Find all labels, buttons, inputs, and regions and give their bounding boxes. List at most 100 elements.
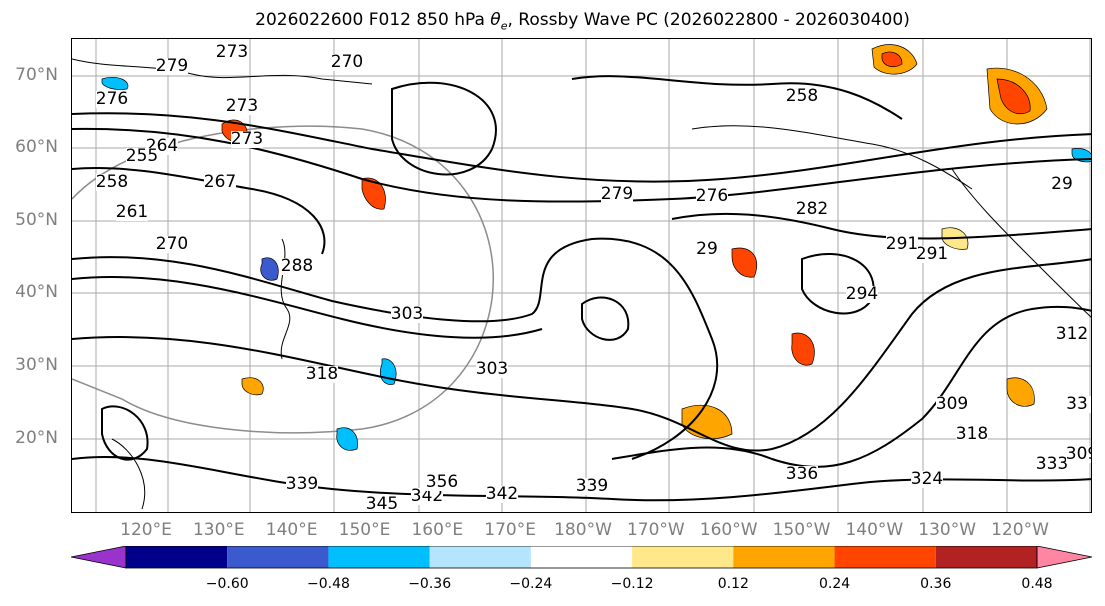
contour-label: 333 <box>1036 454 1068 474</box>
contour-label: 282 <box>796 199 828 219</box>
contour-label: 342 <box>486 484 518 504</box>
contour-label: 255 <box>126 146 158 166</box>
longitude-label: 140°W <box>845 520 904 540</box>
map-title: 2026022600 F012 850 hPa θe, Rossby Wave … <box>0 10 1105 32</box>
contour-label-bg <box>601 186 633 203</box>
shading-patches <box>101 44 1091 451</box>
contour-label: 279 <box>601 184 633 204</box>
contour-label-bg <box>96 174 128 191</box>
contour-label: 270 <box>156 234 188 254</box>
contour-label: 29 <box>696 239 718 259</box>
contour-label: 294 <box>846 284 878 304</box>
coastlines <box>72 58 1091 510</box>
contour-label-bg <box>691 241 723 258</box>
contour-label: 312 <box>1056 324 1088 344</box>
contour-line <box>72 276 543 339</box>
contour-label-bg <box>204 174 236 191</box>
colorbar-extend-high <box>1036 546 1093 569</box>
longitude-label: 140°E <box>265 520 318 540</box>
patch-positive <box>681 404 733 440</box>
coastline <box>951 168 1091 318</box>
contour-label-bg <box>126 148 158 165</box>
map-panel: 273 279 270 276 273 273 264 255 258 267 261 270 288 3… <box>71 38 1092 513</box>
latitude-label: 40°N <box>15 282 58 302</box>
patch-positive <box>791 332 815 366</box>
colorbar-outline <box>125 546 1038 569</box>
contour-label: 273 <box>226 96 258 116</box>
contour-label-bg <box>156 58 188 75</box>
colorbar-segment <box>126 546 228 568</box>
contour-label: 303 <box>391 304 423 324</box>
colorbar-segment <box>834 546 936 568</box>
contour-label: 291 <box>916 244 948 264</box>
contour-label-bg <box>936 396 968 413</box>
contour-label-bg <box>366 496 398 512</box>
contour-label: 309 <box>1066 444 1092 464</box>
contour-label: 336 <box>786 464 818 484</box>
contour-label-bg <box>696 188 728 205</box>
contour-label: 258 <box>786 86 818 106</box>
colorbar-segment <box>530 546 633 568</box>
patch-positive <box>1006 377 1035 407</box>
latitude-label: 30°N <box>15 355 58 375</box>
latitude-label: 60°N <box>15 137 58 157</box>
contour-line <box>571 75 903 120</box>
colorbar-tick-label: −0.24 <box>509 576 553 592</box>
contour-line <box>72 112 1091 183</box>
contour-label: 270 <box>331 52 363 72</box>
contour-label-bg <box>916 246 948 263</box>
colorbar-tick-label: −0.48 <box>306 576 350 592</box>
contour-label-bg <box>786 88 818 105</box>
contour-label-bg <box>956 426 988 443</box>
contour-label: 303 <box>476 359 508 379</box>
contour-label-bg <box>306 366 338 383</box>
contour-label: 288 <box>281 256 313 276</box>
contour-label: 339 <box>576 476 608 496</box>
contour-label-bg <box>1061 396 1091 413</box>
contour-label-bg <box>1036 456 1068 473</box>
longitude-label: 150°W <box>772 520 831 540</box>
patch-negative <box>380 358 397 385</box>
patch-negative <box>260 257 279 281</box>
contour-label-bg <box>1046 176 1078 193</box>
contour-line <box>611 305 1091 468</box>
contour-label-bg <box>411 488 443 505</box>
contour-label: 279 <box>156 56 188 76</box>
colorbar-segment <box>227 546 329 568</box>
coastline <box>280 238 291 360</box>
contour-label: 291 <box>886 234 918 254</box>
contour-label-bg <box>1056 326 1088 343</box>
colorbar-tick-label: 0.36 <box>920 576 952 592</box>
patch-positive <box>241 377 264 396</box>
contour-label: 33 <box>1066 394 1088 414</box>
patch-negative <box>101 76 129 90</box>
colorbar-tick-label: 0.24 <box>818 576 851 592</box>
contour-label-bg <box>486 486 518 503</box>
coastline <box>72 58 373 85</box>
latitude-label: 70°N <box>15 65 58 85</box>
contour-label: 318 <box>956 424 988 444</box>
longitude-label: 120°E <box>120 520 172 540</box>
patch-positive <box>361 177 386 210</box>
contour-line <box>72 258 1091 452</box>
contour-label: 276 <box>96 89 128 109</box>
longitude-label: 170°W <box>626 520 685 540</box>
contour-label-bg <box>426 474 458 491</box>
patch-negative <box>336 427 358 451</box>
contour-line <box>671 212 1091 240</box>
contour-line <box>72 167 326 255</box>
contour-label-bg <box>846 286 878 303</box>
title-suffix: , Rossby Wave PC (2026022800 - 202603040… <box>507 10 910 30</box>
contour-label: 273 <box>216 42 248 62</box>
longitude-label: 150°E <box>338 520 391 540</box>
colorbar-segment <box>733 546 835 568</box>
coastline <box>111 438 146 510</box>
patch-positive <box>881 51 903 68</box>
longitude-label: 160°E <box>411 520 464 540</box>
longitude-label: 130°E <box>192 520 245 540</box>
contour-line <box>101 405 149 461</box>
contour-label-bg <box>331 54 363 71</box>
colorbar-tick-label: −0.12 <box>610 576 654 592</box>
colorbar-segment <box>935 546 1037 568</box>
